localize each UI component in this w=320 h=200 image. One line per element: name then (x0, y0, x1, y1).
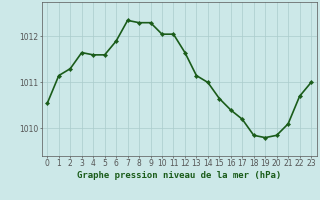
X-axis label: Graphe pression niveau de la mer (hPa): Graphe pression niveau de la mer (hPa) (77, 171, 281, 180)
